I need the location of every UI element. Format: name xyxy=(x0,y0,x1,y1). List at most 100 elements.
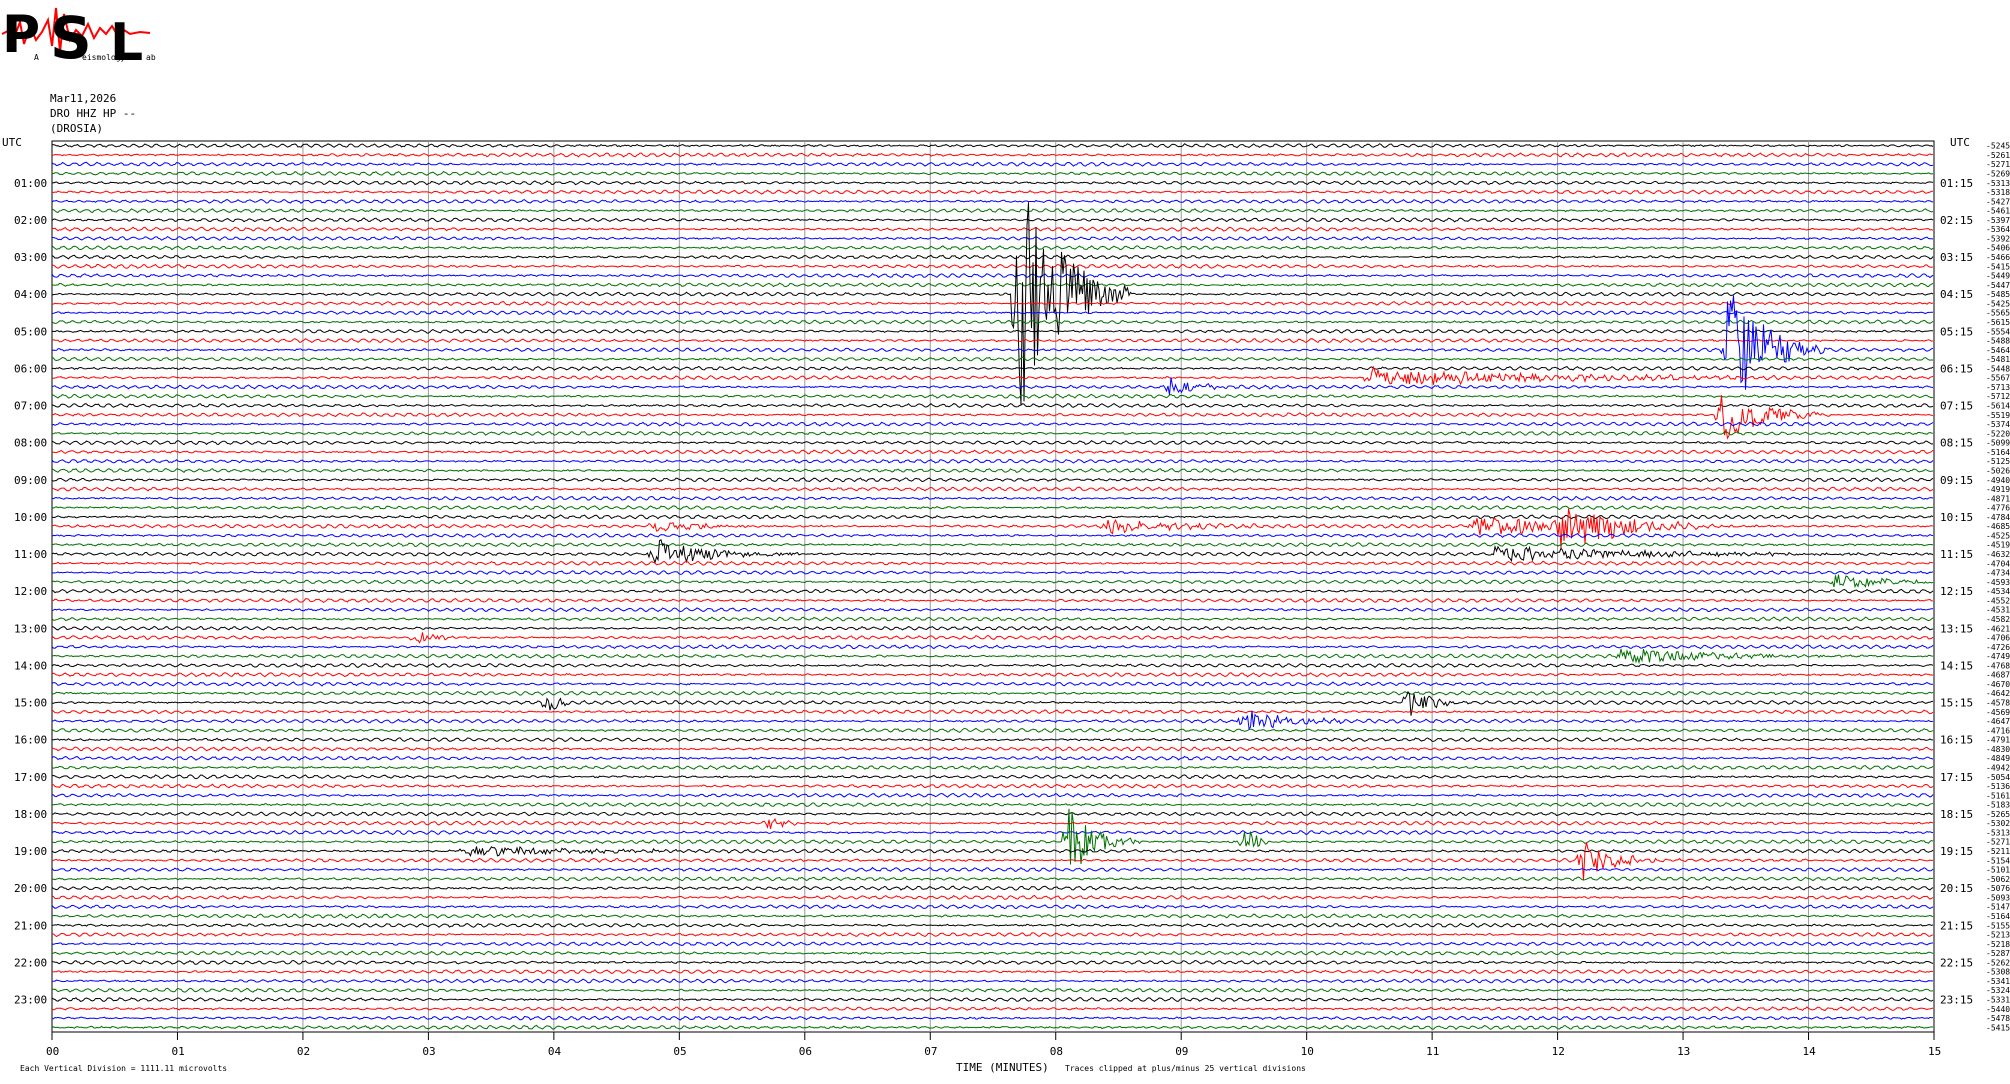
trace-row xyxy=(51,300,1934,306)
trace-row xyxy=(51,495,1934,501)
x-tick-label: 06 xyxy=(799,1045,812,1058)
x-tick-label: 13 xyxy=(1677,1045,1690,1058)
trace-row xyxy=(51,319,1934,325)
trace-row xyxy=(51,226,1934,232)
trace-row xyxy=(51,1006,1934,1012)
row-offset: -5287 xyxy=(1986,949,2010,958)
x-axis-ticks: 00 01 02 03 04 05 06 07 08 09 10 11 12 13 14 15 xyxy=(46,1032,1941,1058)
plot-frame xyxy=(51,140,1935,1033)
row-offset: -5183 xyxy=(1986,801,2010,810)
trace-row xyxy=(51,514,1934,520)
trace-row xyxy=(51,616,1934,622)
x-tick-label: 12 xyxy=(1552,1045,1565,1058)
x-tick-label: 05 xyxy=(673,1045,686,1058)
trace-row xyxy=(51,467,1934,473)
trace-row xyxy=(51,727,1934,733)
row-offset: -4706 xyxy=(1986,634,2010,643)
trace-row xyxy=(51,198,1934,204)
row-offset: -5213 xyxy=(1986,931,2010,940)
hour-label-right: 09:15 xyxy=(1940,474,1973,487)
trace-row xyxy=(51,625,1934,631)
row-offset: -4552 xyxy=(1986,596,2010,605)
row-offset: -5464 xyxy=(1986,346,2010,355)
hour-label-left: 11:00 xyxy=(14,548,47,561)
row-offset: -5440 xyxy=(1986,1005,2010,1014)
hour-label-right: 21:15 xyxy=(1940,919,1973,932)
trace-row xyxy=(52,430,1934,436)
trace-row xyxy=(51,449,1934,455)
row-offset: -5425 xyxy=(1986,299,2010,308)
trace-row xyxy=(51,894,1934,900)
logo-subtext-eismology: eismology xyxy=(82,53,126,62)
trace-row xyxy=(51,792,1934,798)
hour-label-right: 05:15 xyxy=(1940,325,1973,338)
trace-row xyxy=(51,273,1934,279)
row-offset: -5271 xyxy=(1986,838,2010,847)
row-offset: -5712 xyxy=(1986,392,2010,401)
hour-label-right: 11:15 xyxy=(1940,548,1973,561)
hour-label-right: 07:15 xyxy=(1940,400,1973,413)
x-axis-title: TIME (MINUTES) xyxy=(956,1061,1049,1074)
trace-row xyxy=(51,365,1934,371)
row-offset: -5466 xyxy=(1986,253,2010,262)
trace-row xyxy=(51,217,1934,223)
trace-row xyxy=(51,282,1934,288)
x-tick-label: 00 xyxy=(46,1045,59,1058)
trace-row xyxy=(51,263,1934,269)
hour-label-right: 01:15 xyxy=(1940,177,1973,190)
row-offset: -5341 xyxy=(1986,977,2010,986)
row-offset: -5427 xyxy=(1986,197,2010,206)
trace-row xyxy=(51,997,1934,1003)
row-offset: -5392 xyxy=(1986,234,2010,243)
row-offset: -4519 xyxy=(1986,541,2010,550)
row-offset: -5447 xyxy=(1986,281,2010,290)
trace-row xyxy=(51,377,1934,395)
trace-row xyxy=(51,904,1934,910)
hour-label-right: 10:15 xyxy=(1940,511,1973,524)
left-axis-title: UTC xyxy=(2,136,22,149)
logo-letter-p: P xyxy=(2,5,40,65)
footer-right-note: Traces clipped at plus/minus 25 vertical… xyxy=(1065,1064,1306,1073)
hour-label-left: 19:00 xyxy=(14,845,47,858)
trace-row xyxy=(51,365,1934,386)
trace-row xyxy=(51,202,1934,405)
trace-row xyxy=(51,959,1934,965)
trace-row xyxy=(51,737,1933,743)
trace-row xyxy=(51,588,1934,594)
hour-label-left: 03:00 xyxy=(14,251,47,264)
trace-row xyxy=(51,866,1934,873)
row-offset: -5488 xyxy=(1986,337,2010,346)
row-offset: -4621 xyxy=(1986,624,2010,633)
trace-row xyxy=(51,648,1934,665)
row-offset: -4578 xyxy=(1986,699,2010,708)
row-offset: -5614 xyxy=(1986,402,2010,411)
row-offset-labels: -5245-5261-5271-5269-5313-5318-5427-5461… xyxy=(1986,142,2010,1033)
row-offset: -5220 xyxy=(1986,429,2010,438)
trace-row xyxy=(51,644,1934,650)
trace-row xyxy=(51,245,1934,251)
row-offset: -5308 xyxy=(1986,968,2010,977)
row-offset: -5519 xyxy=(1986,411,2010,420)
trace-row xyxy=(51,846,1934,857)
row-offset: -4569 xyxy=(1986,708,2010,717)
hour-label-right: 13:15 xyxy=(1940,622,1973,635)
hour-label-right: 04:15 xyxy=(1940,288,1973,301)
row-offset: -5364 xyxy=(1986,225,2010,234)
trace-row xyxy=(52,1015,1934,1021)
x-tick-label: 14 xyxy=(1803,1045,1817,1058)
x-tick-label: 11 xyxy=(1426,1045,1439,1058)
trace-row xyxy=(51,393,1934,399)
hour-label-left: 04:00 xyxy=(14,288,47,301)
trace-row xyxy=(51,597,1934,604)
row-offset: -5155 xyxy=(1986,921,2010,930)
row-offset: -5125 xyxy=(1986,457,2010,466)
row-offset: -5481 xyxy=(1986,355,2010,364)
trace-row xyxy=(51,842,1934,881)
trace-row xyxy=(51,477,1934,483)
trace-row xyxy=(51,774,1934,780)
trace-row xyxy=(51,254,1934,260)
trace-row xyxy=(52,922,1934,928)
trace-row xyxy=(51,811,1934,817)
hour-label-left: 06:00 xyxy=(14,362,47,375)
